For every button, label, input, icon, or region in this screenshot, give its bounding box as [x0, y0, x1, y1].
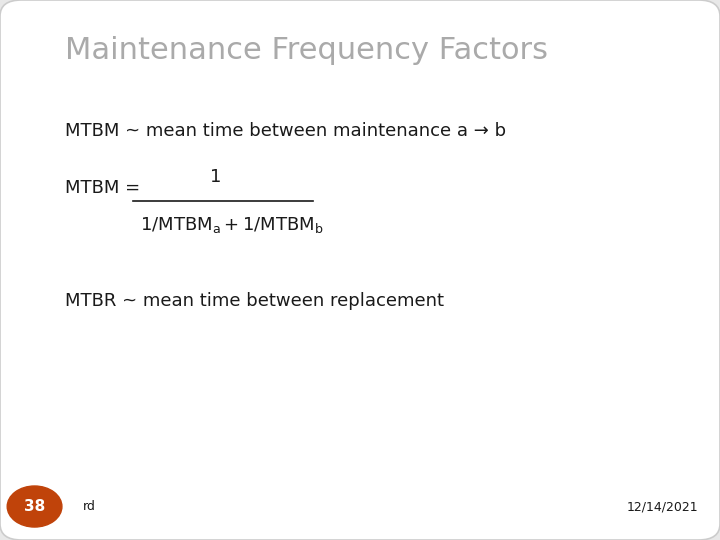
Text: MTBR ~ mean time between replacement: MTBR ~ mean time between replacement — [65, 293, 444, 310]
Text: $\mathregular{1/MTBM_a + 1/MTBM_b}$: $\mathregular{1/MTBM_a + 1/MTBM_b}$ — [140, 215, 324, 235]
Text: 12/14/2021: 12/14/2021 — [626, 500, 698, 513]
Text: Maintenance Frequency Factors: Maintenance Frequency Factors — [65, 36, 548, 65]
Text: rd: rd — [83, 500, 96, 513]
Text: 1: 1 — [210, 168, 222, 186]
Circle shape — [7, 486, 62, 527]
Text: MTBM =: MTBM = — [65, 179, 145, 197]
Text: 38: 38 — [24, 499, 45, 514]
Text: MTBM ~ mean time between maintenance a → b: MTBM ~ mean time between maintenance a →… — [65, 123, 506, 140]
